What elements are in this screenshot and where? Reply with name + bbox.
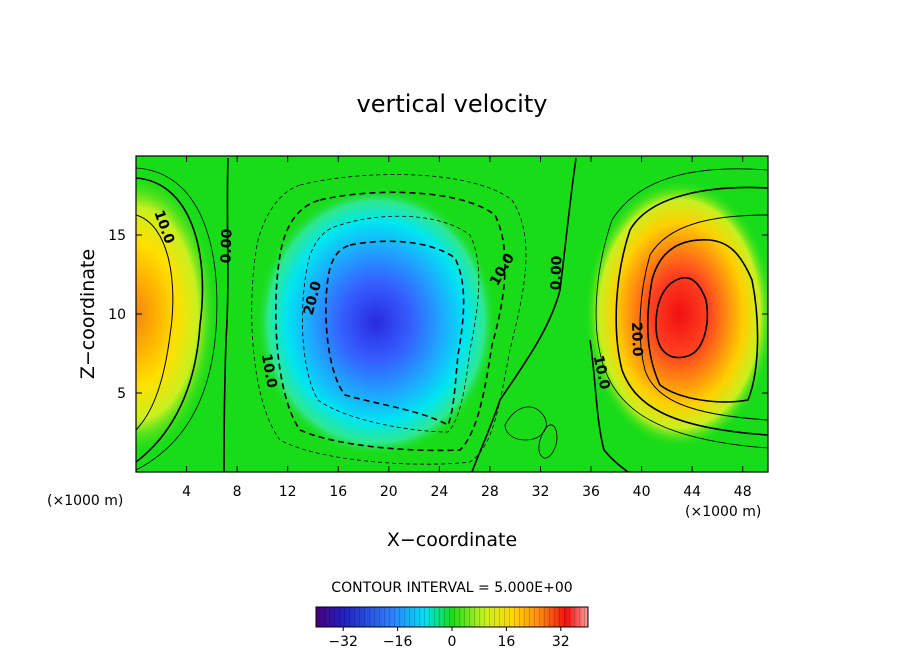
colorbar-ticks: −32 −16 0 16 32 [328, 627, 570, 650]
x-tick-label: 36 [582, 484, 600, 500]
chart-title: vertical velocity [357, 90, 548, 118]
y-unit-note: (×1000 m) [47, 493, 123, 509]
x-tick-label: 44 [683, 484, 701, 500]
contour-zero-east-b [589, 339, 629, 472]
x-tick-label: 12 [279, 484, 297, 500]
x-tick-label: 4 [182, 484, 191, 500]
contour-small-b [538, 424, 558, 459]
y-axis-ticks: 5 10 15 [108, 228, 768, 402]
contour-west-5 [136, 167, 218, 471]
contour-west-10 [136, 177, 204, 463]
contour-zero-west [223, 157, 229, 472]
x-tick-label: 24 [430, 484, 448, 500]
x-tick-label: 16 [329, 484, 347, 500]
x-axis-ticks: 4 8 12 16 20 24 28 32 36 40 44 48 [182, 156, 752, 500]
contour-east-20 [646, 239, 759, 403]
contour-center-15 [302, 215, 480, 433]
x-axis-label: X−coordinate [387, 529, 517, 551]
cells-layer [136, 171, 768, 457]
x-tick-label: 20 [380, 484, 398, 500]
contour-center-5 [251, 174, 527, 465]
contour-east-15 [639, 214, 768, 421]
contour-east-10 [615, 186, 768, 436]
x-unit-note: (×1000 m) [685, 504, 761, 520]
contour-west-15 [136, 214, 174, 431]
contour-label: 10.0 [590, 354, 613, 391]
colorbar-tick-label: −16 [383, 634, 413, 650]
x-tick-label: 48 [734, 484, 752, 500]
contour-center-10 [274, 191, 506, 452]
contour-interval: CONTOUR INTERVAL = 5.000E+00 [331, 580, 572, 596]
contour-label: 0.00 [218, 228, 235, 263]
x-tick-label: 32 [532, 484, 550, 500]
contours [136, 157, 768, 472]
y-axis-label: Z−coordinate [77, 249, 99, 379]
contour-label: 10.0 [258, 352, 280, 389]
contour-zero-east [471, 157, 577, 472]
colorbar-tick-label: 16 [497, 634, 515, 650]
colorbar-stripe-overlay [316, 607, 588, 627]
cell-downdraft-center [256, 187, 497, 457]
colorbar-tick-label: 0 [448, 634, 457, 650]
colorbar: −32 −16 0 16 32 [315, 606, 589, 650]
contour-east-25 [655, 276, 709, 359]
cell-updraft-east [584, 179, 768, 449]
x-tick-label: 40 [633, 484, 651, 500]
y-tick-label: 15 [108, 228, 126, 244]
colorbar-tick-label: −32 [328, 634, 358, 650]
y-tick-label: 5 [117, 386, 126, 402]
contour-center-20 [325, 240, 465, 427]
x-tick-label: 8 [233, 484, 242, 500]
contour-label: 0.00 [548, 255, 565, 290]
contour-east-5 [595, 168, 768, 449]
y-tick-label: 10 [108, 307, 126, 323]
contour-label: 20.0 [628, 322, 645, 357]
x-tick-label: 28 [481, 484, 499, 500]
colorbar-tick-label: 32 [552, 634, 570, 650]
